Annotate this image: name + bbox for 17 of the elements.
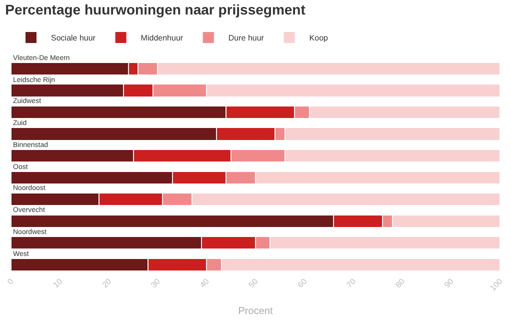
x-tick-label: 40	[198, 276, 212, 290]
chart-title: Percentage huurwoningen naar prijssegment	[5, 2, 306, 18]
x-tick-label: 100	[488, 276, 505, 293]
x-tick-label: 50	[247, 276, 260, 290]
x-tick-label: 60	[296, 276, 310, 290]
legend-label: Dure huur	[228, 34, 264, 43]
x-tick-label: 90	[442, 276, 456, 290]
legend-label: Koop	[309, 34, 329, 43]
x-tick-label: 20	[100, 276, 114, 290]
x-tick-label: 10	[51, 276, 65, 290]
x-tick-label: 30	[149, 276, 162, 290]
x-tick-label: 0	[6, 276, 16, 286]
legend-label: Sociale huur	[51, 34, 96, 43]
x-tick-label: 70	[344, 276, 358, 290]
x-axis-title: Procent	[238, 306, 273, 318]
x-tick-label: 80	[394, 276, 407, 290]
legend-label: Middenhuur	[140, 34, 184, 43]
